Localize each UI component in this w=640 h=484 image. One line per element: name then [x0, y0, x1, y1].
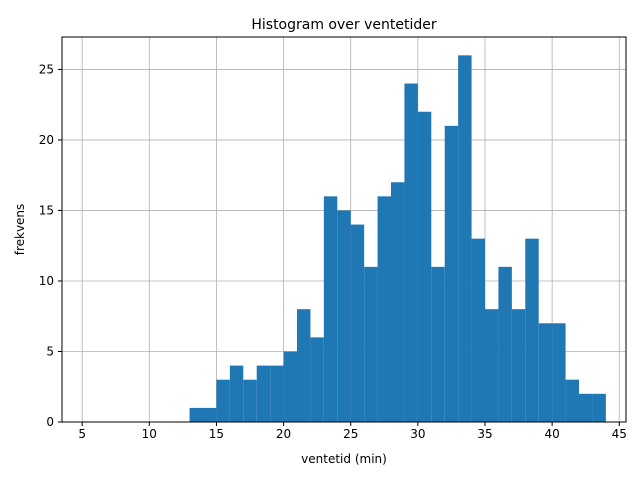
axis-ticks: 5 10 15 20 25 30 35 40 45 0 5 10 15 20 25 — [39, 62, 627, 441]
histogram-bar — [350, 224, 365, 422]
histogram-bar — [579, 393, 593, 422]
histogram-bar — [431, 266, 445, 422]
histogram-bar — [203, 407, 217, 422]
y-tick-label: 10 — [39, 274, 54, 288]
histogram-bar — [404, 83, 418, 423]
y-tick-label: 5 — [46, 344, 54, 358]
histogram-bar — [391, 182, 405, 422]
histogram-bar — [444, 125, 459, 422]
histogram-bar — [229, 365, 244, 422]
histogram-bar — [538, 323, 553, 422]
x-axis-label: ventetid (min) — [301, 452, 387, 466]
axes-spines — [61, 36, 627, 423]
histogram-bars — [189, 55, 606, 423]
histogram-bar — [525, 238, 539, 422]
y-tick-label: 0 — [46, 415, 54, 429]
histogram-bar — [337, 210, 351, 422]
histogram-bar — [377, 196, 391, 422]
x-tick-label: 35 — [477, 427, 492, 441]
y-tick-label: 20 — [39, 133, 54, 147]
x-tick-label: 25 — [343, 427, 358, 441]
histogram-bar — [323, 196, 338, 422]
chart-title: Histogram over ventetider — [251, 17, 436, 33]
histogram-bar — [552, 323, 566, 422]
x-tick-label: 45 — [612, 427, 627, 441]
y-tick-label: 15 — [39, 203, 54, 217]
x-tick-label: 10 — [142, 427, 157, 441]
histogram-bar — [243, 379, 257, 422]
histogram-bar — [471, 238, 485, 422]
x-tick-label: 15 — [209, 427, 224, 441]
histogram-bar — [498, 266, 512, 422]
histogram-bar — [364, 266, 378, 422]
x-tick-label: 30 — [410, 427, 425, 441]
y-axis-label: frekvens — [13, 204, 27, 256]
axes-frame — [61, 36, 627, 423]
x-tick-label: 40 — [545, 427, 560, 441]
histogram-bar — [485, 309, 499, 422]
histogram-bar — [592, 393, 606, 422]
y-tick-label: 25 — [39, 62, 54, 76]
x-tick-label: 5 — [78, 427, 86, 441]
histogram-bar — [565, 379, 579, 422]
histogram-bar — [270, 365, 284, 422]
x-tick-label: 20 — [276, 427, 291, 441]
histogram-bar — [216, 379, 230, 422]
histogram-bar — [283, 351, 297, 422]
histogram-bar — [310, 337, 324, 422]
histogram-bar — [458, 55, 472, 422]
histogram-bar — [256, 365, 271, 422]
histogram-bar — [511, 309, 526, 422]
histogram-bar — [297, 309, 311, 422]
histogram-bar — [417, 111, 432, 422]
histogram-bar — [189, 407, 203, 422]
